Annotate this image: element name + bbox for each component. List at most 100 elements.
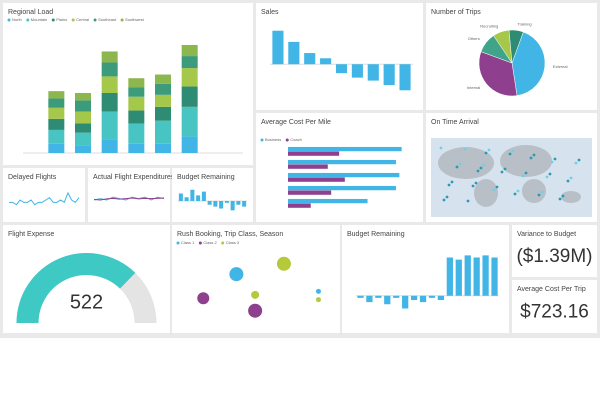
map-dot: [484, 151, 488, 155]
tile-title: Sales: [261, 9, 279, 16]
bubble: [229, 267, 244, 282]
legend-swatch: [71, 18, 75, 22]
map-dot: [495, 185, 499, 189]
tile: [88, 168, 170, 222]
bar-segment: [101, 139, 118, 153]
tile: [256, 3, 423, 110]
land: [561, 191, 581, 203]
bar-segment: [181, 56, 198, 69]
map-dot: [471, 184, 475, 188]
map-dot: [524, 171, 528, 175]
bar: [184, 197, 189, 201]
bar: [178, 193, 183, 201]
legend-swatch: [260, 138, 264, 142]
legend-swatch: [120, 18, 124, 22]
map-dot: [574, 161, 578, 165]
bar: [288, 203, 311, 208]
legend-label: Class 2: [203, 240, 217, 245]
tile-title: Average Cost Per Trip: [517, 286, 586, 293]
bar: [428, 295, 436, 298]
legend-label: Southwest: [125, 17, 145, 22]
pie-label: Training: [517, 21, 531, 26]
map-dot: [548, 172, 552, 176]
land: [500, 145, 552, 177]
tile-title: Budget Remaining: [177, 174, 235, 181]
map-dot: [463, 147, 467, 151]
land: [438, 147, 494, 179]
tile-title: Budget Remaining: [347, 231, 405, 238]
bar: [288, 190, 332, 195]
map-dot: [561, 194, 565, 198]
bar-segment: [128, 123, 145, 144]
map-dot: [458, 162, 462, 166]
bar-segment: [48, 143, 65, 153]
bar: [419, 295, 427, 303]
bar-segment: [75, 93, 91, 101]
map-dot: [447, 183, 451, 187]
map-dot: [569, 176, 573, 180]
bar-segment: [155, 74, 171, 84]
bar-segment: [128, 96, 145, 111]
legend-label: Central: [76, 17, 89, 22]
bar-segment: [75, 100, 91, 112]
bar-segment: [48, 129, 65, 144]
bar-segment: [181, 136, 198, 153]
land: [522, 179, 546, 203]
bar: [482, 255, 489, 296]
bar-segment: [128, 143, 145, 153]
bar-segment: [155, 143, 171, 153]
kpi-value: ($1.39M): [516, 246, 592, 267]
bar: [288, 41, 300, 65]
tile: [342, 225, 509, 333]
bar-segment: [155, 94, 171, 107]
bar-segment: [155, 106, 171, 121]
map-dot: [487, 148, 491, 152]
bar: [224, 201, 229, 203]
kpi-value: $723.16: [520, 302, 589, 323]
bar: [288, 185, 396, 191]
bar: [410, 295, 418, 300]
map-dot: [553, 157, 557, 161]
map-dot: [492, 188, 496, 192]
bar: [207, 201, 212, 205]
bar-segment: [181, 106, 198, 137]
legend-label: Class 1: [181, 240, 195, 245]
pie-label: External: [553, 64, 568, 69]
gauge-value: 522: [70, 291, 103, 313]
legend-label: Class 3: [226, 240, 240, 245]
tile: [172, 168, 253, 222]
bar: [288, 177, 345, 182]
map-dot: [537, 193, 541, 197]
bar-segment: [101, 111, 118, 140]
bar-segment: [101, 62, 118, 77]
bar: [288, 159, 396, 165]
bubble: [315, 297, 321, 303]
bubble: [197, 292, 210, 305]
legend-swatch: [221, 241, 225, 245]
pie-label: Recruiting: [480, 23, 498, 28]
tile-title: Number of Trips: [431, 9, 481, 16]
bar-segment: [181, 86, 198, 107]
map-dot: [466, 199, 470, 203]
bar-segment: [181, 68, 198, 87]
bar-segment: [75, 145, 91, 153]
map-dot: [445, 195, 449, 199]
bar-segment: [75, 132, 91, 146]
bar: [288, 164, 328, 169]
bar: [437, 295, 445, 300]
map-dot: [476, 169, 480, 173]
bar: [288, 146, 402, 152]
bar: [383, 64, 395, 86]
bar: [366, 295, 373, 303]
bar-segment: [101, 76, 118, 93]
bar-segment: [155, 120, 171, 144]
map-dot: [521, 174, 525, 178]
tile-title: Regional Load: [8, 9, 53, 16]
bar: [384, 295, 391, 305]
map-dot: [516, 189, 520, 193]
map-dot: [508, 152, 512, 156]
tile-title: Actual Flight Expenditures, Bu...: [93, 174, 193, 181]
bar: [357, 295, 364, 298]
legend-label: Plains: [56, 17, 67, 22]
gauge-fill: [16, 253, 136, 323]
